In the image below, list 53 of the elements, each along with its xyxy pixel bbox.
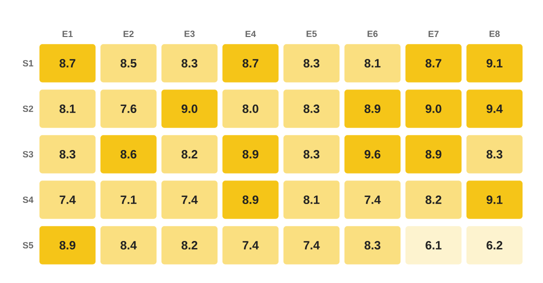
data-label: 9.4 — [486, 104, 503, 113]
data-label: 7.4 — [364, 196, 381, 204]
x-tick-label: E3 — [184, 30, 195, 37]
data-label: 8.3 — [364, 241, 380, 250]
data-label: 8.9 — [60, 241, 76, 250]
data-label: 6.2 — [486, 241, 502, 250]
data-label: 8.0 — [242, 104, 258, 113]
data-label: 8.2 — [182, 241, 198, 250]
data-label: 7.4 — [60, 196, 76, 204]
data-label: 7.4 — [182, 196, 198, 204]
x-tick-label: E7 — [428, 30, 439, 37]
data-label: 7.1 — [120, 196, 136, 204]
data-label: 9.0 — [426, 104, 442, 113]
data-label: 8.9 — [364, 104, 380, 113]
data-label: 8.4 — [120, 241, 137, 250]
x-tick-label: E8 — [490, 30, 500, 37]
y-tick-label: S1 — [22, 60, 34, 66]
data-label: 8.9 — [242, 196, 258, 204]
y-tick-label: S4 — [22, 196, 34, 203]
data-label: 8.2 — [182, 150, 198, 158]
data-label: 8.9 — [426, 150, 442, 158]
x-tick-label: E6 — [368, 30, 378, 37]
data-label: 7.6 — [120, 104, 136, 113]
data-label: 8.9 — [242, 150, 258, 158]
data-label: 8.3 — [486, 150, 502, 158]
data-label: 8.7 — [60, 59, 76, 68]
data-label: 8.7 — [242, 59, 258, 68]
data-label: 8.3 — [60, 150, 76, 158]
data-label: 8.1 — [304, 196, 320, 204]
x-tick-label: E5 — [306, 30, 317, 37]
data-label: 8.3 — [182, 59, 198, 68]
y-tick-label: S5 — [22, 242, 34, 248]
data-label: 7.4 — [304, 241, 320, 250]
data-label: 8.1 — [364, 59, 380, 68]
data-label: 8.3 — [304, 150, 320, 158]
data-label: 8.5 — [120, 59, 136, 68]
x-tick-label: E1 — [62, 30, 73, 37]
data-label: 7.4 — [242, 241, 259, 250]
data-label: 8.7 — [426, 59, 442, 68]
data-label: 9.1 — [486, 196, 502, 204]
x-tick-label: E4 — [246, 30, 256, 37]
y-tick-label: S3 — [22, 151, 34, 158]
data-label: 8.3 — [304, 104, 320, 113]
data-label: 9.6 — [364, 150, 380, 158]
data-label: 8.2 — [426, 196, 442, 204]
data-label: 8.1 — [60, 104, 76, 113]
data-label: 6.1 — [426, 241, 442, 250]
data-label: 9.1 — [486, 59, 502, 68]
y-tick-label: S2 — [22, 106, 34, 112]
data-label: 9.0 — [182, 104, 198, 113]
data-label: 8.3 — [304, 59, 320, 68]
data-label: 8.6 — [120, 150, 136, 158]
x-tick-label: E2 — [124, 30, 134, 37]
